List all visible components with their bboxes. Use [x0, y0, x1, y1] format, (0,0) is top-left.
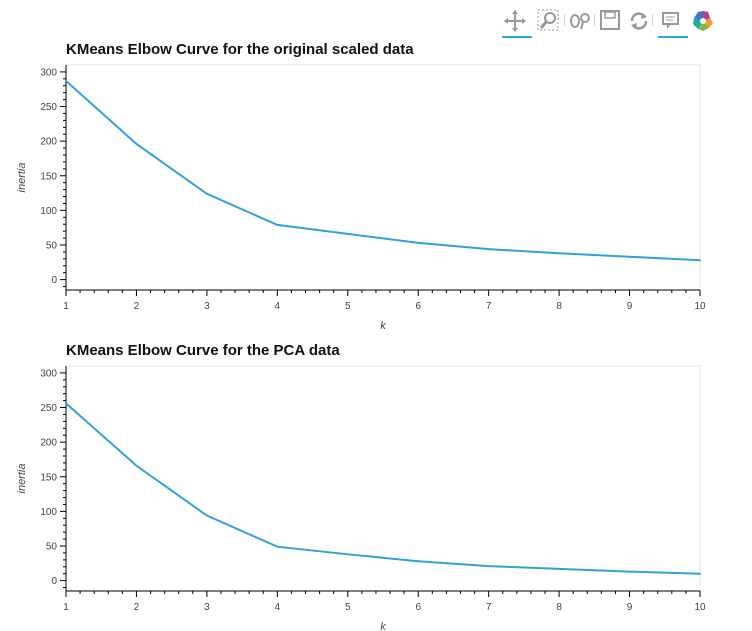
y-tick-label: 100: [40, 206, 57, 217]
x-tick-label: 4: [275, 301, 281, 312]
series-line[interactable]: [65, 80, 701, 262]
x-tick-label: 3: [204, 602, 210, 613]
x-tick-label: 5: [345, 301, 351, 312]
x-tick-label: 6: [415, 602, 421, 613]
y-tick-label: 200: [40, 137, 57, 148]
hover-active-indicator: [658, 36, 688, 38]
y-tick-label: 150: [40, 472, 57, 483]
data-point[interactable]: [487, 565, 490, 568]
wheel-zoom-icon[interactable]: [568, 8, 594, 34]
y-tick-label: 0: [51, 576, 57, 587]
x-tick-label: 9: [627, 301, 633, 312]
bokeh-logo-icon[interactable]: [690, 8, 716, 34]
y-tick-label: 200: [40, 438, 57, 449]
save-icon[interactable]: [598, 8, 624, 34]
data-point[interactable]: [628, 570, 631, 573]
data-point[interactable]: [65, 79, 67, 82]
data-point[interactable]: [135, 464, 138, 467]
y-tick-label: 50: [46, 542, 58, 553]
y-tick-label: 150: [40, 171, 57, 182]
x-tick-label: 1: [63, 602, 69, 613]
x-tick-label: 9: [627, 602, 633, 613]
data-point[interactable]: [699, 259, 701, 262]
x-tick-label: 10: [694, 602, 706, 613]
data-point[interactable]: [558, 567, 561, 570]
x-tick-label: 8: [556, 301, 562, 312]
pan-active-indicator: [502, 36, 532, 38]
x-tick-label: 6: [415, 301, 421, 312]
y-axis-label: inertia: [16, 163, 28, 193]
box-zoom-icon[interactable]: [536, 8, 562, 34]
data-point[interactable]: [205, 192, 208, 195]
y-tick-label: 250: [40, 403, 57, 414]
data-point[interactable]: [487, 248, 490, 251]
data-point[interactable]: [65, 402, 67, 405]
y-tick-label: 250: [40, 102, 57, 113]
data-point[interactable]: [558, 252, 561, 255]
elbow-chart-original[interactable]: 0 50 100 150 200 250 300 1 2 3 4 5 6 7 8 9 10 k inertia: [0, 0, 752, 332]
data-point[interactable]: [346, 553, 349, 556]
data-point[interactable]: [346, 232, 349, 235]
data-point[interactable]: [628, 255, 631, 258]
x-axis-label: k: [380, 320, 386, 332]
y-tick-label: 300: [40, 368, 57, 379]
x-tick-label: 7: [486, 602, 492, 613]
toolbar-separator: [652, 14, 653, 26]
y-tick-label: 50: [46, 241, 58, 252]
x-tick-label: 8: [556, 602, 562, 613]
toolbar-separator: [594, 14, 595, 26]
x-axis-label: k: [380, 621, 386, 631]
toolbar-separator: [564, 14, 565, 26]
x-tick-label: 1: [63, 301, 69, 312]
y-tick-label: 100: [40, 507, 57, 518]
hover-icon[interactable]: [658, 8, 688, 38]
x-tick-label: 3: [204, 301, 210, 312]
pan-icon[interactable]: [502, 8, 532, 38]
x-tick-label: 4: [275, 602, 281, 613]
y-tick-label: 0: [51, 275, 57, 286]
elbow-chart-pca[interactable]: 0 50 100 150 200 250 300 1 2 3 4 5 6 7 8 9 10 k inertia: [0, 301, 752, 631]
series-line[interactable]: [65, 402, 701, 575]
x-tick-label: 5: [345, 602, 351, 613]
y-tick-label: 300: [40, 67, 57, 78]
x-tick-label: 2: [134, 301, 140, 312]
x-tick-label: 2: [134, 602, 140, 613]
chart-title: KMeans Elbow Curve for the PCA data: [66, 342, 340, 359]
data-point[interactable]: [417, 560, 420, 563]
data-point[interactable]: [699, 572, 701, 575]
y-axis-label: inertia: [16, 464, 28, 494]
data-point[interactable]: [276, 223, 279, 226]
x-tick-label: 10: [694, 301, 706, 312]
data-point[interactable]: [205, 514, 208, 517]
chart-title: KMeans Elbow Curve for the original scal…: [66, 41, 414, 58]
data-point[interactable]: [135, 142, 138, 145]
reset-icon[interactable]: [626, 8, 652, 34]
x-tick-label: 7: [486, 301, 492, 312]
data-point[interactable]: [417, 241, 420, 244]
plot-toolbar: [500, 6, 720, 38]
data-point[interactable]: [276, 545, 279, 548]
